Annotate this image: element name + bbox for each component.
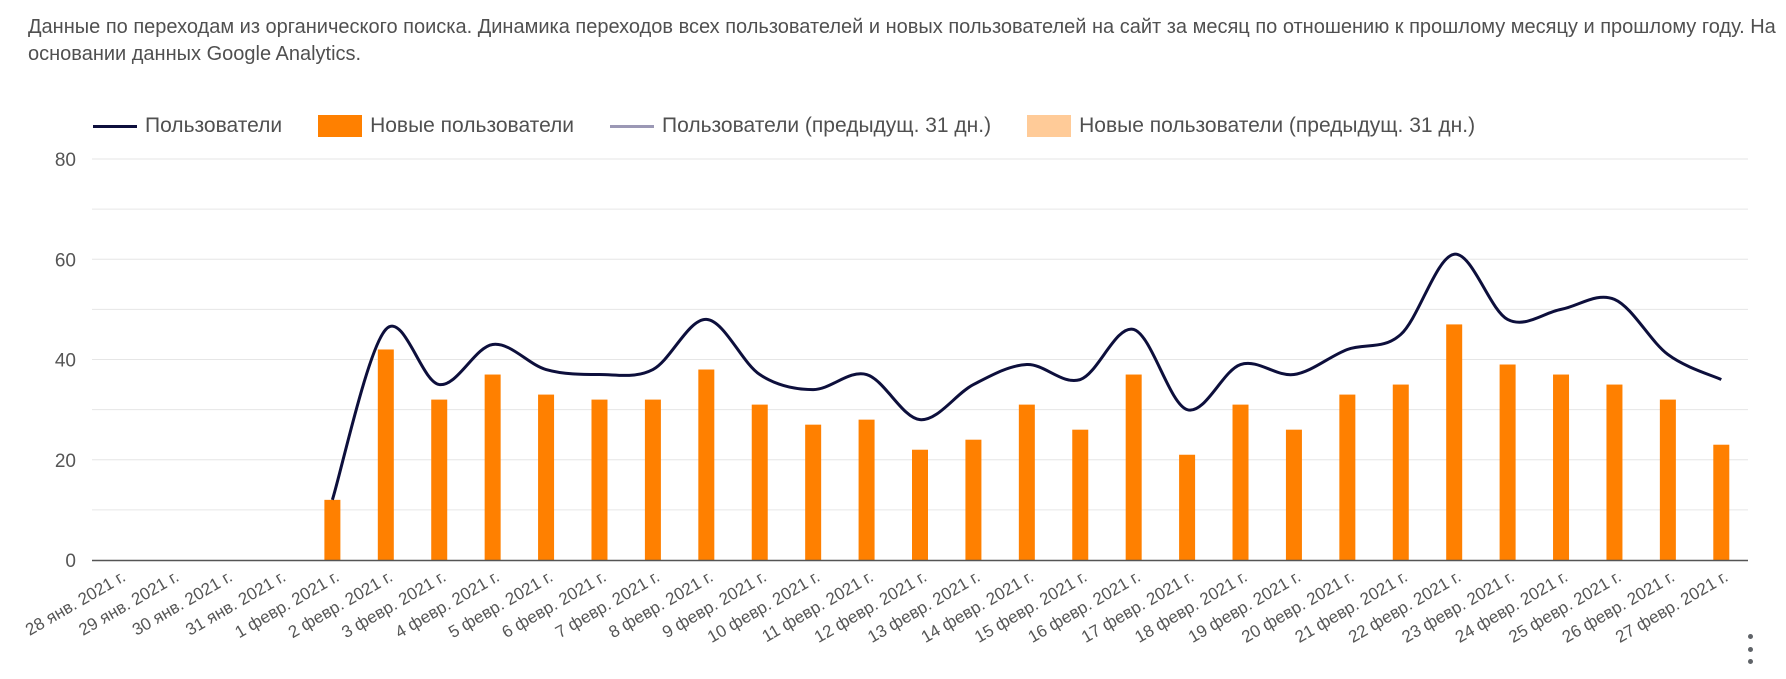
bar-new-users [1713,444,1730,560]
bar-new-users [538,394,555,560]
line-users [330,252,1722,501]
legend-item-new-users-prev[interactable]: Новые пользователи (предыдущ. 31 дн.) [1027,114,1475,138]
legend-swatch-users [93,124,137,128]
bar-new-users [644,399,661,560]
bar-new-users [1232,404,1249,560]
bar-new-users [698,369,715,560]
bar-new-users [1072,429,1089,560]
bar-new-users [1392,384,1409,560]
bar-new-users [805,424,822,560]
bar-new-users [965,439,982,560]
y-tick-label: 40 [55,351,76,372]
chart-legend: Пользователи Новые пользователи Пользова… [93,111,1511,141]
bar-new-users [751,404,768,560]
bar-new-users [1339,394,1356,560]
bar-new-users [1499,364,1516,560]
legend-label-users-prev: Пользователи (предыдущ. 31 дн.) [662,114,992,137]
legend-label-new-users: Новые пользователи [370,114,575,137]
bar-new-users [858,419,875,560]
bar-new-users [1659,399,1676,560]
bar-new-users [431,399,448,560]
legend-item-new-users[interactable]: Новые пользователи [318,114,574,138]
bar-new-users [1553,374,1570,560]
bar-new-users [591,399,608,560]
bar-new-users [1125,374,1142,560]
bar-new-users [912,449,928,560]
bar-new-users [1018,404,1035,560]
chart-description: Данные по переходам из органического пои… [28,16,1776,65]
legend-label-users: Пользователи [145,114,283,137]
bar-new-users [1179,454,1196,560]
bar-new-users [1606,384,1623,560]
legend-swatch-new-users [318,115,363,137]
bar-new-users [484,374,501,560]
bar-new-users [324,499,341,560]
more-options-icon[interactable] [1744,634,1756,664]
y-tick-label: 0 [65,551,76,572]
legend-swatch-new-users-prev [1027,115,1072,137]
bar-new-users [1285,429,1302,560]
y-tick-label: 20 [55,451,76,472]
legend-label-new-users-prev: Новые пользователи (предыдущ. 31 дн.) [1079,114,1476,137]
legend-item-users[interactable]: Пользователи [93,114,282,138]
bar-new-users [377,349,394,560]
legend-swatch-users-prev [610,124,655,128]
y-tick-label: 80 [55,150,76,171]
y-tick-label: 60 [55,250,76,271]
bar-new-users [1446,324,1463,560]
legend-item-users-prev[interactable]: Пользователи (предыдущ. 31 дн.) [610,114,991,138]
